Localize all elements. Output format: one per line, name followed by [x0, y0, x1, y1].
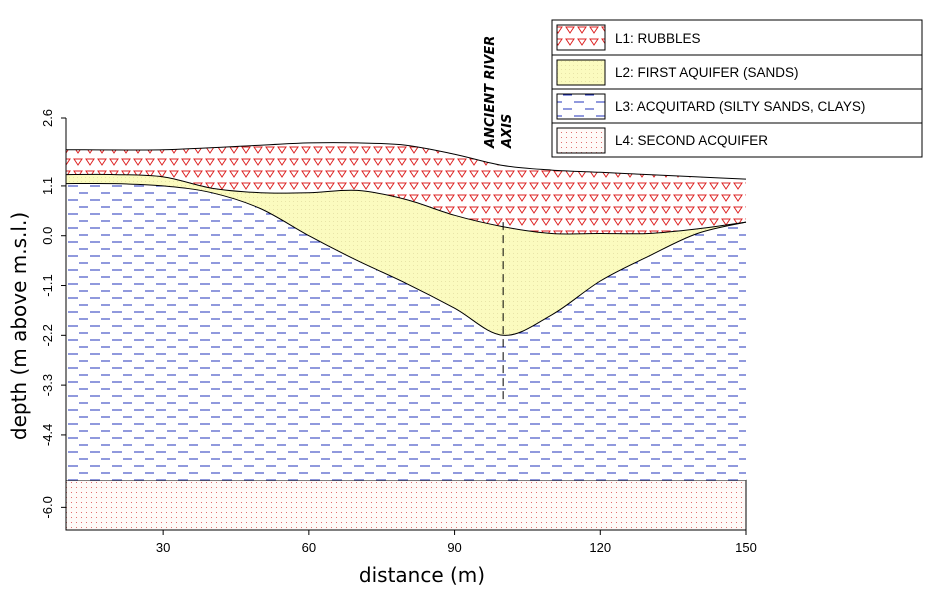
x-tick-label: 30 [156, 540, 170, 555]
legend-swatch-rubbles [556, 24, 606, 51]
x-tick-label: 150 [735, 540, 757, 555]
x-tick-label: 120 [589, 540, 611, 555]
layer-l4-second-aquifer [65, 479, 747, 531]
layer-l3-acquitard [66, 183, 746, 481]
y-tick-label: 1.1 [40, 177, 55, 195]
ground-surface-line [65, 142, 747, 180]
y-tick-label: -6.0 [40, 496, 55, 518]
legend: L1: RUBBLES L2: FIRST AQUIFER (SANDS) L3… [551, 19, 923, 158]
legend-swatch-second-aquifer [556, 127, 606, 154]
x-tick-label: 60 [302, 540, 316, 555]
annotation-line-1: ANCIENT RIVER [483, 36, 498, 149]
y-axis-title: depth (m above m.s.l.) [7, 212, 31, 440]
legend-label-acquitard: L3: ACQUITARD (SILTY SANDS, CLAYS) [615, 99, 865, 114]
rubbles-base-line [65, 173, 747, 235]
legend-swatch-first-aquifer [556, 59, 606, 86]
legend-label-first-aquifer: L2: FIRST AQUIFER (SANDS) [615, 65, 799, 80]
y-tick-label: -1.1 [40, 274, 55, 296]
y-axis: 2.6 1.1 0.0 -1.1 -2.2 -3.3 -4.4 -6.0 [40, 109, 67, 530]
legend-label-second-aquifer: L4: SECOND ACQUIFER [615, 133, 768, 148]
annotation-line-2: AXIS [500, 114, 515, 149]
layer-l1-rubbles [66, 142, 746, 234]
x-tick-label: 90 [447, 540, 461, 555]
x-axis-title: distance (m) [359, 563, 485, 587]
y-tick-label: -2.2 [40, 324, 55, 346]
river-axis-annotation: ANCIENT RIVER AXIS [483, 36, 515, 149]
aquifer-base-line [65, 182, 747, 336]
legend-swatch-acquitard [556, 93, 606, 120]
x-axis: 30 60 90 120 150 [66, 529, 757, 555]
legend-label-rubbles: L1: RUBBLES [615, 31, 701, 46]
y-tick-label: -3.3 [40, 374, 55, 396]
y-tick-label: 2.6 [40, 109, 55, 127]
y-tick-label: 0.0 [40, 227, 55, 245]
plot-area [65, 142, 747, 531]
y-tick-label: -4.4 [40, 424, 55, 446]
layer-l2-first-aquifer [66, 174, 746, 336]
